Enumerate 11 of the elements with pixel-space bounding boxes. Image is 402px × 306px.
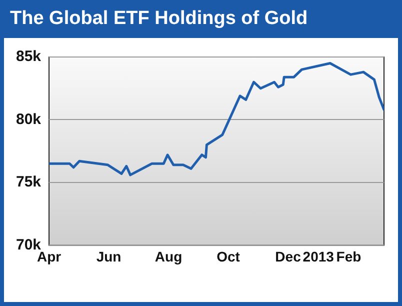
y-tick-label: 75k [16, 174, 42, 191]
x-tick-label: Apr [36, 248, 62, 264]
y-tick-label: 80k [16, 110, 42, 128]
x-tick-label: Jun [96, 248, 122, 264]
chart-title: The Global ETF Holdings of Gold [4, 4, 398, 38]
x-tick-label: Oct [216, 248, 240, 264]
x-tick-label: 2013 [302, 248, 334, 264]
y-tick-label: 85k [16, 48, 42, 66]
x-tick-label: Aug [154, 248, 182, 264]
x-tick-label: Dec [275, 248, 302, 264]
x-tick-label: Feb [336, 248, 362, 264]
